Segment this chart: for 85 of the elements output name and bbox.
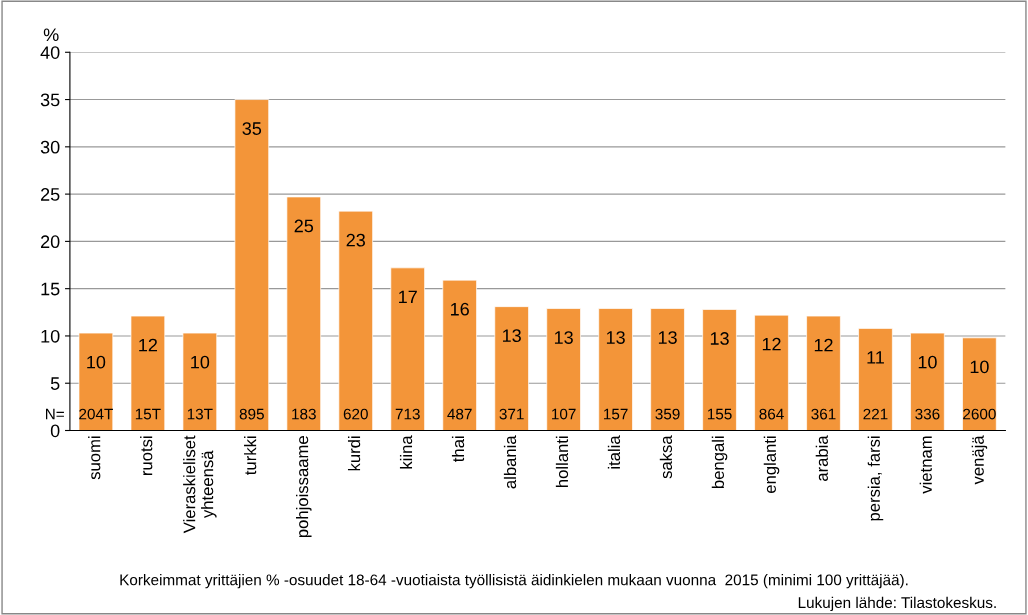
y-tick-label: 35 xyxy=(40,93,60,107)
annotation: 713 xyxy=(395,408,420,420)
annotation: 13T xyxy=(187,408,213,420)
annotation: 15T xyxy=(135,408,161,420)
x-tick-label: bengali xyxy=(711,436,728,489)
bar xyxy=(910,332,945,431)
x-tick-label: pohjoissaame xyxy=(296,436,312,538)
data-label: 12 xyxy=(814,338,833,352)
annotation: 107 xyxy=(552,408,576,420)
bar xyxy=(442,279,477,431)
y-tick-label: 20 xyxy=(41,235,60,249)
bar xyxy=(338,210,373,431)
x-tick-label: albania xyxy=(503,435,517,489)
y-tick-label: 0 xyxy=(50,424,60,438)
y-tick-label: 10 xyxy=(41,329,60,343)
x-tick-label: persia, farsi xyxy=(867,436,884,521)
annotation: 204T xyxy=(79,408,113,420)
x-tick-label: venäjä xyxy=(971,435,988,485)
y-axis-title: % xyxy=(43,28,59,42)
x-tick-label: italia xyxy=(607,435,621,469)
y-tick-label: 5 xyxy=(50,377,60,390)
data-label: 10 xyxy=(918,355,937,369)
x-tick-label: suomi xyxy=(88,436,101,480)
y-tick-label: 15 xyxy=(41,282,60,296)
data-label: 25 xyxy=(294,219,314,233)
bar xyxy=(78,332,114,431)
annotation: 864 xyxy=(759,408,784,420)
annotation: 620 xyxy=(343,408,368,420)
annotation: 2600 xyxy=(963,408,996,420)
annotation: 336 xyxy=(915,408,940,420)
data-label: 12 xyxy=(762,337,781,351)
x-tick-label: kiina xyxy=(399,435,413,469)
annotation: 371 xyxy=(499,408,524,420)
bar xyxy=(598,308,633,431)
x-tick-label: kurdi xyxy=(347,436,361,471)
annotation: 221 xyxy=(863,408,888,420)
x-tick-label: hollanti xyxy=(555,436,569,488)
data-label: 10 xyxy=(191,355,210,369)
annotation: 155 xyxy=(707,408,732,420)
annotation: 487 xyxy=(447,408,472,420)
annotation: 359 xyxy=(655,408,680,420)
bar xyxy=(858,328,893,431)
text: N= xyxy=(46,408,64,420)
x-tick-label: Vieraskieliset yhteensä xyxy=(183,435,217,534)
bar xyxy=(806,315,841,431)
bar xyxy=(182,332,218,431)
y-tick-label: 40 xyxy=(40,46,60,59)
x-tick-label: vietnam xyxy=(919,436,932,494)
data-label: 35 xyxy=(242,122,262,135)
bar xyxy=(494,306,529,431)
bar xyxy=(962,337,997,431)
bar xyxy=(650,308,685,431)
data-label: 16 xyxy=(451,302,469,316)
bar xyxy=(546,308,581,431)
data-label: 11 xyxy=(867,351,884,364)
annotation: 157 xyxy=(604,408,628,420)
data-label: 13 xyxy=(502,329,521,343)
annotation: 361 xyxy=(811,408,836,420)
y-tick-label: 25 xyxy=(41,188,60,201)
data-label: 13 xyxy=(710,332,729,345)
bar xyxy=(702,309,737,431)
y-tick-label: 30 xyxy=(40,140,60,154)
data-label: 17 xyxy=(399,290,417,304)
data-label: 13 xyxy=(606,331,625,344)
data-label: 12 xyxy=(139,338,157,352)
data-label: 10 xyxy=(87,355,106,369)
text: Korkeimmat yrittäjien % -osuudet 18-64 -vuotiaista työllisistä äidinkielen mukaan vuonna 2015 (minimi 100 yrittäjää). xyxy=(120,574,908,589)
annotation: 183 xyxy=(292,408,316,420)
x-tick-label: thai xyxy=(451,436,465,462)
bar xyxy=(234,99,270,431)
x-tick-label: saksa xyxy=(659,435,673,479)
x-tick-label: arabia xyxy=(815,435,828,481)
bar xyxy=(390,267,425,431)
bar xyxy=(130,315,166,431)
x-tick-label: ruotsi xyxy=(140,436,153,476)
text: Lukujen lähde: Tilastokeskus. xyxy=(798,596,996,612)
x-tick-label: turkki xyxy=(244,436,257,475)
annotation: 895 xyxy=(239,408,264,420)
data-label: 23 xyxy=(346,233,365,247)
data-label: 10 xyxy=(970,360,989,374)
data-label: 13 xyxy=(658,331,677,344)
x-tick-label: englanti xyxy=(763,436,780,494)
bar xyxy=(754,314,789,431)
data-label: 13 xyxy=(554,331,573,344)
bar xyxy=(286,196,322,431)
